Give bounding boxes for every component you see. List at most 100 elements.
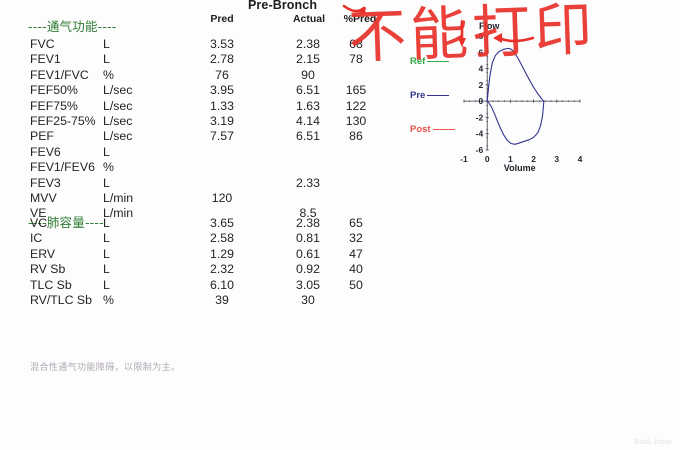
table-row: FEV1/FEV6% <box>0 160 680 175</box>
conclusion-text: 混合性通气功能障碍，以限制为主。 <box>30 363 181 373</box>
table-row: TLC Sb L 6.10 3.05 50 <box>0 278 680 293</box>
row-pred: 120 <box>211 191 233 205</box>
y-tick-label: -2 <box>476 112 484 122</box>
row-unit: % <box>103 293 114 307</box>
row-param: VC <box>30 216 48 230</box>
row-unit: L/sec <box>103 129 133 144</box>
row-pred: 2.78 <box>210 52 234 67</box>
legend-swatch-ref <box>427 61 450 62</box>
row-actual: 30 <box>301 293 315 307</box>
table-row: FVC L 3.53 2.38 68 <box>0 37 680 52</box>
row-pred: 3.53 <box>210 37 234 51</box>
table-row: PEF L/sec 7.57 6.51 86 <box>0 129 680 144</box>
section-header-ventilation-function: ----通气功能---- <box>28 19 117 34</box>
column-header-pred: Pred <box>210 13 234 25</box>
row-unit: L <box>103 262 110 277</box>
row-param: FEV1 <box>30 52 61 67</box>
y-tick-label: -6 <box>476 145 484 155</box>
x-tick-label: 4 <box>578 154 583 164</box>
table-row: ERV L 1.29 0.61 47 <box>0 247 680 262</box>
row-unit: L/min <box>103 206 134 221</box>
row-actual: 2.38 <box>296 37 320 51</box>
row-param: TLC Sb <box>30 277 72 292</box>
legend-item-post: Post <box>410 124 455 135</box>
row-param: FEV3 <box>30 175 61 190</box>
table-row: FEF25-75% L/sec 3.19 4.14 130 <box>0 114 680 129</box>
legend-item-ref: Ref <box>410 56 450 67</box>
table-row: FEV6 L <box>0 145 680 160</box>
row-pred: 7.57 <box>210 129 234 144</box>
row-pred: 39 <box>215 293 229 307</box>
table-row: FEV1 L 2.78 2.15 78 <box>0 52 680 67</box>
y-axis-label: Flow <box>479 21 500 31</box>
row-percent-pred: 122 <box>345 98 367 113</box>
section-header-lung-volume: ----肺容量---- <box>28 215 104 230</box>
table-row: VC L 3.65 2.38 65 <box>0 216 680 231</box>
row-percent-pred: 130 <box>345 114 367 128</box>
row-pred: 3.19 <box>210 114 234 128</box>
row-param: MVV <box>30 191 57 205</box>
row-param: FEV6 <box>30 144 61 159</box>
row-unit: L/sec <box>103 98 133 113</box>
row-unit: L/sec <box>103 83 133 98</box>
row-unit: % <box>103 160 114 175</box>
row-percent-pred: 40 <box>349 262 363 277</box>
row-pred: 76 <box>215 67 229 82</box>
row-param: FVC <box>30 37 55 51</box>
row-param: VE <box>30 206 47 221</box>
y-tick-label: 8 <box>478 31 483 41</box>
row-unit: L <box>103 144 110 159</box>
row-actual: 2.15 <box>296 52 320 67</box>
x-tick-label: 0 <box>485 154 490 164</box>
x-tick-label: 3 <box>554 154 559 164</box>
row-pred: 2.58 <box>210 231 234 246</box>
row-unit: L/sec <box>103 114 133 128</box>
row-unit: L <box>103 175 110 190</box>
row-percent-pred: 68 <box>349 37 363 51</box>
row-percent-pred: 165 <box>345 83 367 98</box>
row-actual: 90 <box>301 67 315 82</box>
row-pred: 2.32 <box>210 262 234 277</box>
row-param: FEF50% <box>30 83 78 98</box>
legend-label-ref: Ref <box>410 56 426 67</box>
row-param: RV Sb <box>30 262 66 277</box>
x-axis-label: Volume <box>504 163 536 173</box>
table-row: FEF75% L/sec 1.33 1.63 122 <box>0 99 680 114</box>
row-param: PEF <box>30 129 54 144</box>
series-curve-pre <box>486 47 545 145</box>
table-row: VE L/min 8.5 <box>0 206 680 221</box>
row-pred: 3.95 <box>210 83 234 98</box>
row-unit: L <box>103 37 110 51</box>
row-param: FEF75% <box>30 98 78 113</box>
row-percent-pred: 65 <box>349 216 363 230</box>
row-pred: 1.29 <box>210 246 234 261</box>
row-pred: 3.65 <box>210 216 234 230</box>
row-percent-pred: 32 <box>349 231 363 246</box>
table-row: RV/TLC Sb% 39 30 <box>0 293 680 308</box>
row-unit: L <box>103 52 110 67</box>
flow-volume-plot-area: -1 0 1 2 3 4 8 6 4 2 0 -2 -4 -6 Flow Volume <box>460 21 583 173</box>
table-row: FEF50% L/sec 3.95 6.51 165 <box>0 83 680 98</box>
y-tick-label: 4 <box>478 64 483 74</box>
row-unit: L <box>103 246 110 261</box>
y-tick-label: 6 <box>478 47 483 57</box>
row-unit: L/min <box>103 191 134 205</box>
y-tick-label: 0 <box>478 96 483 106</box>
row-percent-pred: 78 <box>349 52 363 67</box>
legend-label-pre: Pre <box>410 90 426 101</box>
watermark: BodL.Inbar <box>634 439 672 446</box>
row-param: FEF25-75% <box>30 114 96 128</box>
row-unit: L <box>103 216 110 230</box>
x-tick-label: 1 <box>508 154 513 164</box>
row-param: FEV1/FEV6 <box>30 160 95 175</box>
row-param: FEV1/FVC <box>30 67 89 82</box>
row-actual: 0.61 <box>296 246 320 261</box>
row-percent-pred: 50 <box>349 277 363 292</box>
row-percent-pred: 47 <box>349 246 363 261</box>
row-actual: 0.92 <box>296 262 320 277</box>
table-row: FEV3 L 2.33 <box>0 176 680 191</box>
row-unit: L <box>103 277 110 292</box>
row-actual: 2.33 <box>296 175 320 190</box>
table-row: IC L 2.58 0.81 32 <box>0 231 680 246</box>
